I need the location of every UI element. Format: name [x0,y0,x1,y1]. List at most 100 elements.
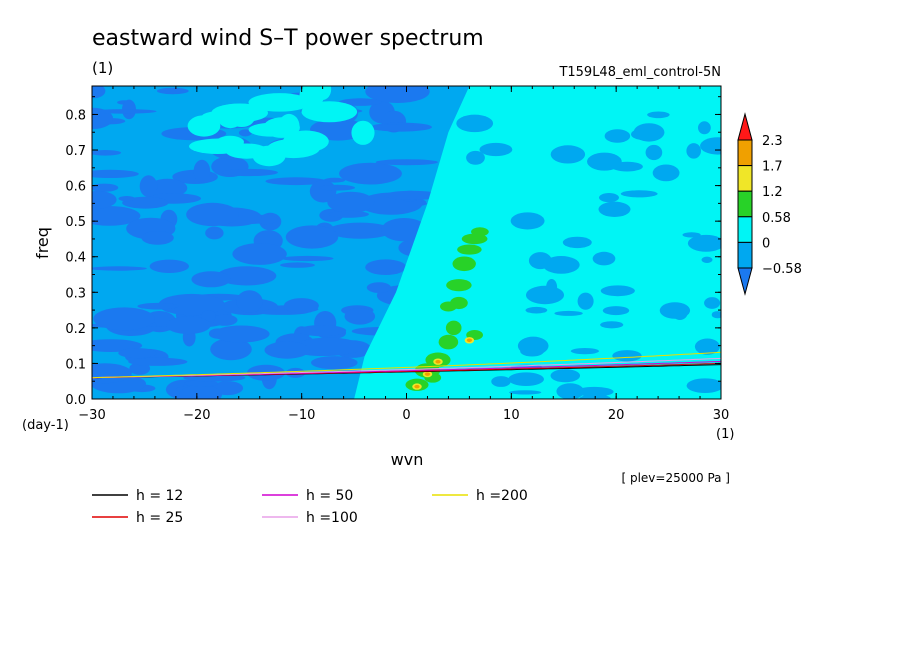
field-patch-low [232,243,287,265]
field-patch-low [166,316,211,335]
field-patch-high1 [471,227,489,237]
field-patch-neg [711,311,721,319]
y-unit-label: (day-1) [22,418,69,433]
legend-label: h =200 [476,488,528,504]
field-patch-low [327,191,375,214]
field-patch-low [365,259,407,276]
colorbar-label: 2.3 [762,134,783,149]
field-patch-low [93,307,155,331]
field-patch-low [328,210,369,218]
field-patch-neg [550,369,581,383]
field-patch-neg [600,321,624,329]
field-patch-neg [509,390,542,395]
spectrum-field [92,86,721,399]
y-tick-label: 0.7 [65,144,86,159]
field-patch-mid [248,93,311,112]
colorbar-segment [737,216,753,243]
x-axis: −30 −20 −10 0 10 20 30 [78,86,729,423]
field-patch-low [297,325,347,337]
y-tick-label: 0.4 [65,251,86,266]
x-tick-label: 10 [503,408,520,423]
y-tick-label: 0.2 [65,322,86,337]
curve-h-200 [92,351,721,379]
field-patch-low [238,129,252,137]
field-patch-low [93,109,157,114]
field-patch-neg [682,232,701,238]
field-patch-neg [491,376,511,387]
field-patch-low [213,325,270,343]
field-patch-low [319,184,355,191]
level-label: [ plev=25000 Pa ] [621,471,730,485]
x-tick-label: 0 [402,408,410,423]
field-patch-low [236,290,263,313]
field-patch-neg [598,201,631,217]
field-patch-neg [577,292,594,310]
field-patch-high1 [440,301,457,312]
colorbar-label: 1.2 [762,185,783,200]
field-patch-low [179,385,222,399]
y-tick-label: 0.3 [65,286,86,301]
field-patch-low [285,225,339,249]
field-patch-neg [686,378,721,394]
field-patch-low [92,86,106,99]
field-patch-neg [542,256,580,274]
field-patch-neg [525,306,548,314]
field-patch-mid [187,115,221,137]
run-label: T159L48_eml_control-5N [558,65,721,80]
field-patch-neg [466,150,485,165]
field-patch-mid [278,113,300,138]
field-patch-low [184,380,219,387]
field-patch-mid [304,86,323,99]
colorbar-segment [737,139,753,167]
colorbar-top-arrow [737,112,753,141]
field-patch-neg [592,251,616,266]
field-patch-neg [556,383,584,399]
field-patch-low [381,218,428,242]
field-patch-low [216,266,277,286]
field-patch-neg [612,350,642,362]
field-patch-high3 [414,384,420,389]
field-patch-low [265,177,327,186]
field-patch-neg [645,144,663,161]
field-patch-neg [652,164,680,182]
field-patch-low [339,98,382,106]
field-patch-low [339,162,402,185]
field-patch-low [92,190,117,209]
field-patch-neg [697,121,711,135]
x-axis-label: wvn [391,450,424,469]
field-patch-neg [701,256,713,263]
x-tick-label: −10 [288,408,315,423]
x-tick-label: 30 [713,408,730,423]
field-patch-low [118,348,157,359]
x-unit-label: (1) [716,427,734,442]
field-patch-neg [659,302,691,319]
field-patch-neg [554,310,583,316]
y-tick-label: 0.1 [65,357,86,372]
field-patch-low [191,271,231,288]
chart-title: eastward wind S–T power spectrum [92,26,484,51]
field-patch-low [186,202,239,227]
field-patch-high3 [466,338,473,343]
field-patch-low [365,86,430,103]
field-patch-low [92,183,119,192]
field-patch-low [201,310,216,322]
y-tick-label: 0.5 [65,215,86,230]
field-patch-low [141,231,174,245]
field-patch-mid [351,120,375,145]
field-patch-neg [479,142,513,157]
field-patch-low [221,168,278,177]
colorbar-label: 1.7 [762,160,783,175]
field-patch-low [383,190,441,200]
field-patch-mid [266,138,320,159]
y-axis: 0.0 0.1 0.2 0.3 0.4 0.5 0.6 0.7 0.8 [65,96,721,408]
field-patch-low [366,282,391,293]
field-patch-neg [600,285,635,297]
field-patch-mid [211,103,268,123]
field-patch-neg [620,190,658,198]
field-patch-low [210,338,252,361]
field-patch-low [92,169,139,178]
dispersion-curves [92,351,721,379]
y-tick-label: 0.8 [65,108,86,123]
field-patch-low [149,259,189,273]
